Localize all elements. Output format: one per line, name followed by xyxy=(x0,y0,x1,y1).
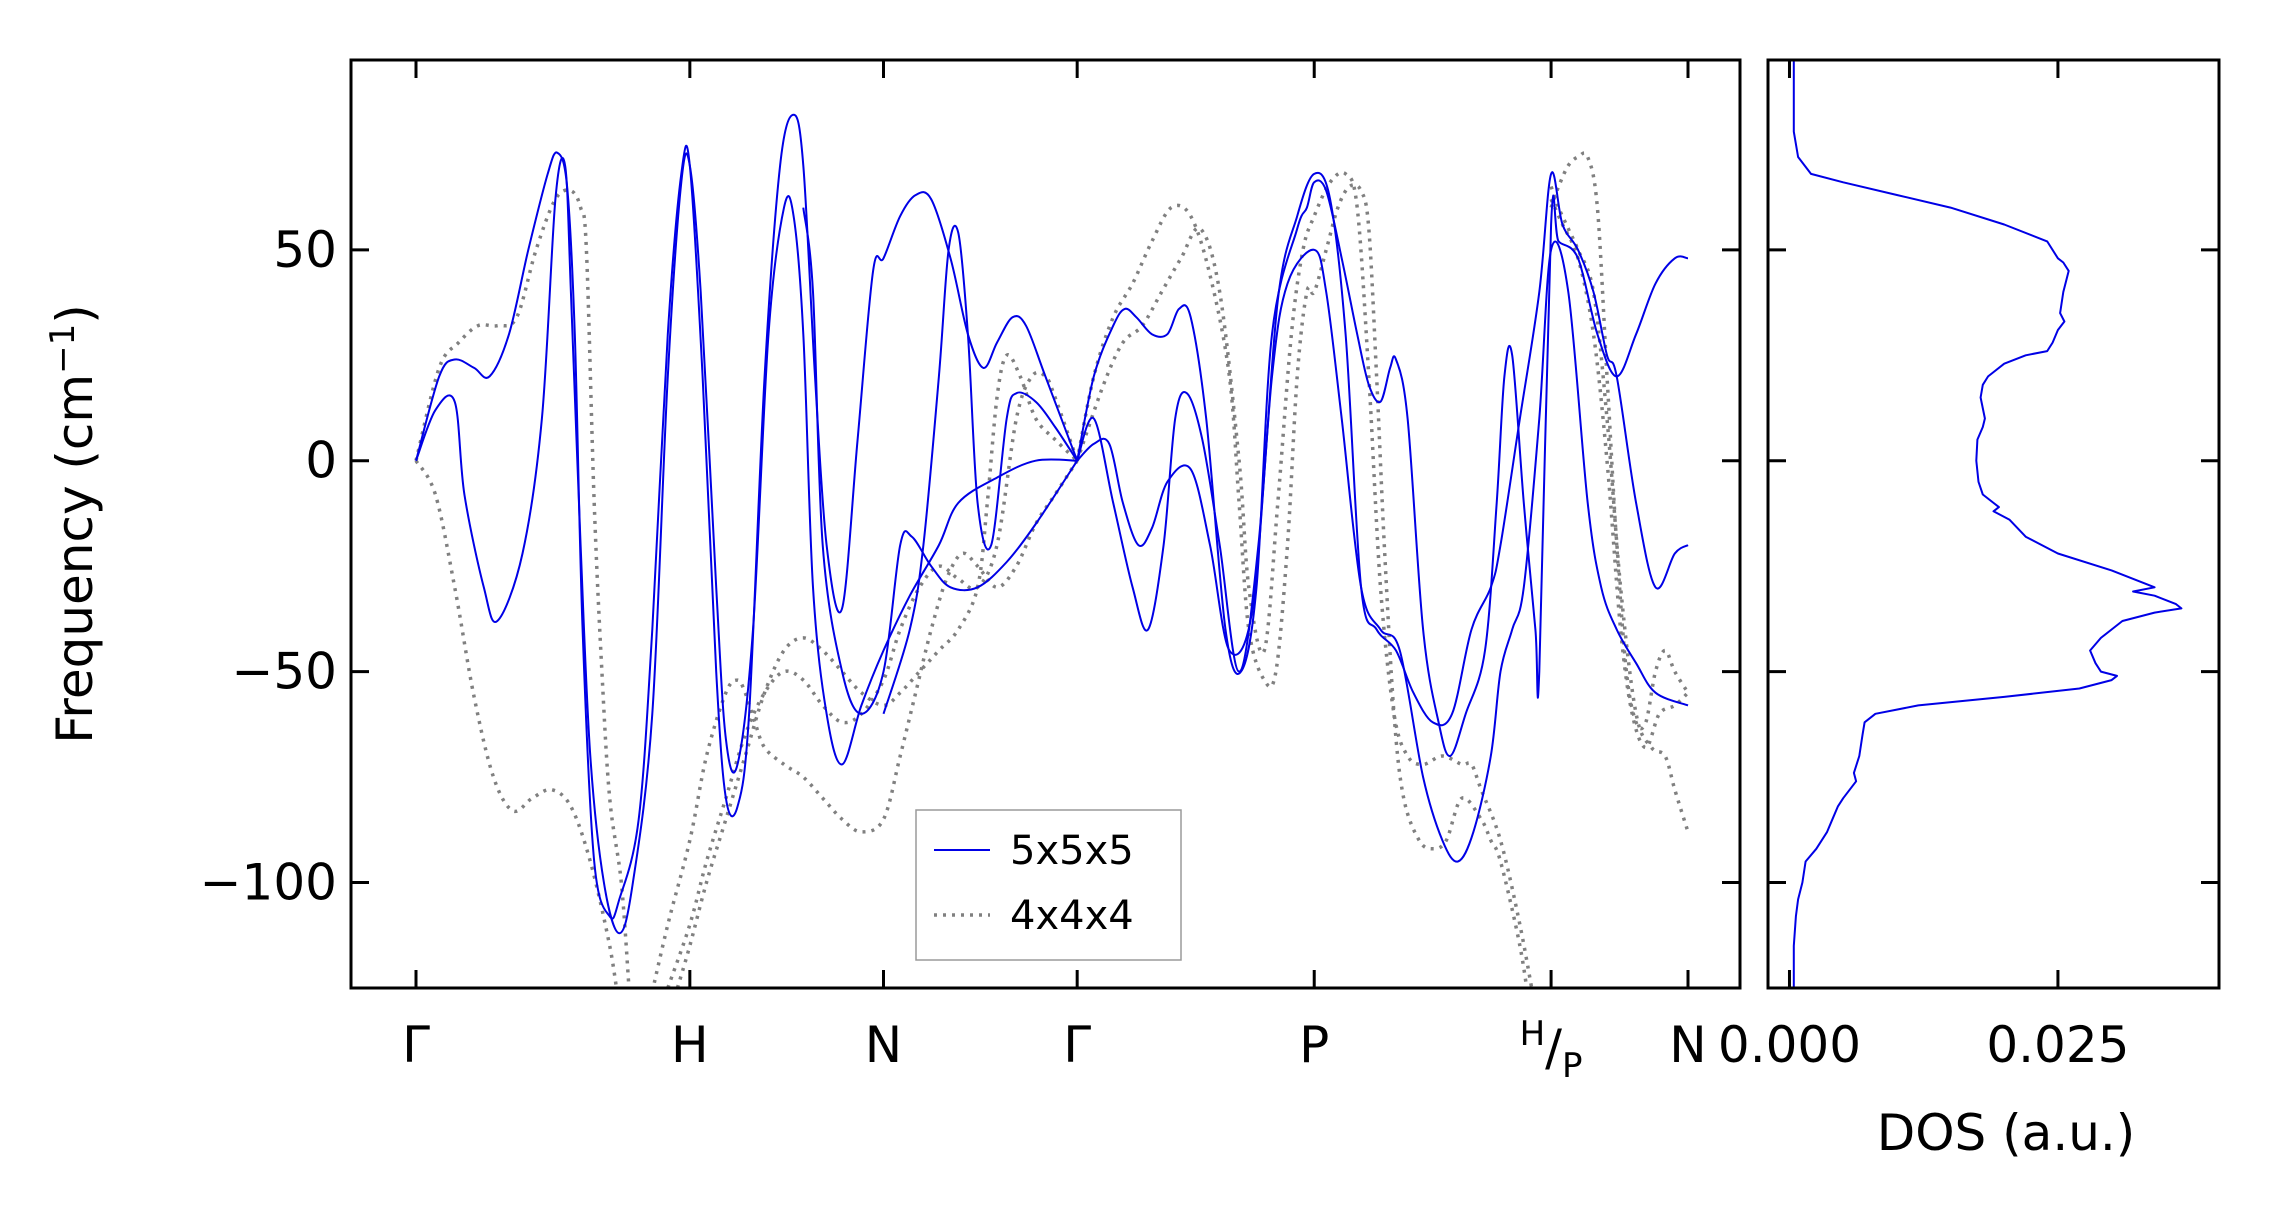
legend: 5x5x5 4x4x4 xyxy=(915,809,1182,961)
dos-axis-ticks: 0.000 0.025 xyxy=(1718,60,2219,1074)
band-line-5x5x5 xyxy=(1076,171,1689,727)
band-plot-frame xyxy=(349,58,1742,990)
dos-series-group xyxy=(1792,60,2183,988)
band-line-4x4x4 xyxy=(675,353,1079,988)
dos-x-tick-label: 0.000 xyxy=(1718,1016,1861,1074)
x-tick-label: Γ xyxy=(1063,1016,1091,1074)
legend-label-5x5x5: 5x5x5 xyxy=(1010,828,1134,874)
series-4x4x4 xyxy=(414,151,1690,988)
dos-x-tick-label: 0.025 xyxy=(1986,1016,2129,1074)
band-line-5x5x5 xyxy=(1076,179,1689,757)
x-tick-label: H xyxy=(671,1016,709,1074)
band-structure-panel: −100 −50 0 50 Γ H N Γ P H/P N Frequency (cm−1) xyxy=(43,58,1742,1086)
y-axis-label: Frequency (cm−1) xyxy=(43,304,104,744)
dos-panel: 0.000 0.025 DOS (a.u.) xyxy=(1718,58,2221,1162)
band-line-5x5x5 xyxy=(882,224,1079,715)
x-tick-label: H/P xyxy=(1520,1014,1583,1086)
y-tick-label: 0 xyxy=(305,432,337,490)
band-line-4x4x4 xyxy=(1549,198,1690,750)
x-tick-label: N xyxy=(1669,1016,1706,1074)
band-line-4x4x4 xyxy=(1075,183,1529,988)
dos-x-axis-label: DOS (a.u.) xyxy=(1877,1104,2136,1162)
band-line-5x5x5 xyxy=(802,207,1079,715)
y-tick-label: −100 xyxy=(200,854,337,912)
band-line-5x5x5 xyxy=(1076,240,1689,863)
x-tick-label: N xyxy=(865,1016,902,1074)
band-line-4x4x4 xyxy=(1075,170,1534,988)
band-line-4x4x4 xyxy=(1549,151,1690,731)
y-tick-label: −50 xyxy=(231,643,337,701)
legend-box xyxy=(915,809,1182,961)
legend-label-4x4x4: 4x4x4 xyxy=(1010,893,1134,939)
band-axis-ticks: −100 −50 0 50 Γ H N Γ P H/P N xyxy=(200,60,1740,1086)
x-tick-label: Γ xyxy=(402,1016,430,1074)
dos-plot-frame xyxy=(1766,58,2221,990)
band-line-5x5x5 xyxy=(415,113,1079,920)
dos-curve xyxy=(1792,60,2183,988)
y-tick-label: 50 xyxy=(273,221,337,279)
band-series-group xyxy=(414,113,1690,988)
band-line-4x4x4 xyxy=(414,459,619,988)
band-line-4x4x4 xyxy=(414,188,631,988)
x-tick-label: P xyxy=(1299,1016,1329,1074)
series-5x5x5 xyxy=(415,113,1689,935)
band-line-4x4x4 xyxy=(1549,185,1690,833)
